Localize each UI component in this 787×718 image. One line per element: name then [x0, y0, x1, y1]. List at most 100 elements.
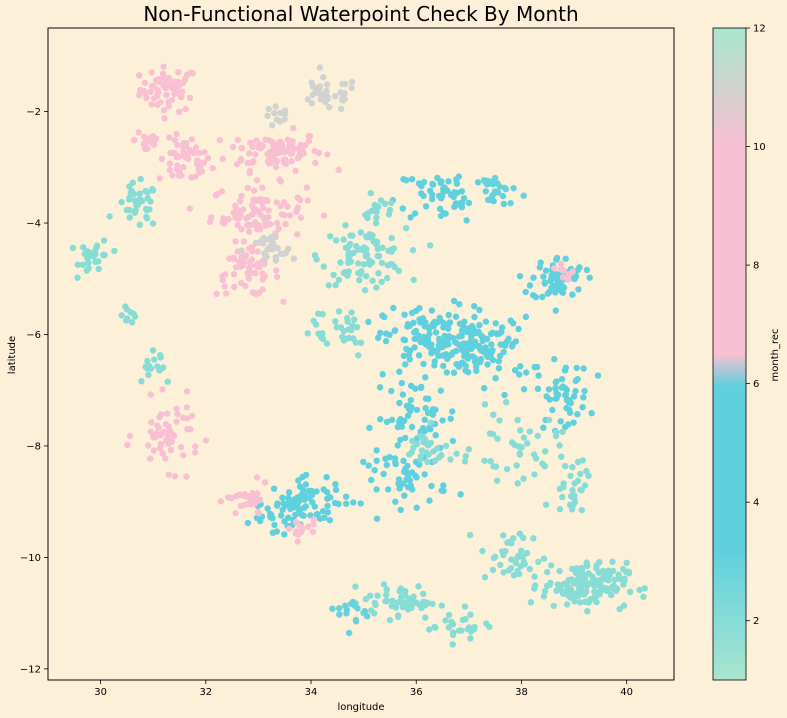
data-point [323, 81, 331, 88]
y-axis-label: latitude [7, 336, 18, 374]
data-point [183, 473, 190, 480]
data-point [494, 435, 501, 442]
data-point [510, 185, 517, 192]
data-point [434, 346, 441, 353]
data-point [309, 499, 316, 506]
data-point [309, 91, 316, 99]
data-point [596, 577, 603, 584]
data-point [177, 444, 185, 451]
data-point [93, 244, 100, 252]
data-point [235, 214, 243, 222]
data-point [148, 69, 155, 76]
data-point [464, 625, 472, 633]
data-point [377, 416, 384, 423]
data-point [507, 200, 514, 207]
data-point [149, 220, 157, 227]
data-point [136, 195, 143, 203]
data-point [458, 627, 465, 634]
data-point [269, 239, 277, 247]
data-point [244, 519, 252, 527]
data-point [521, 561, 528, 568]
data-point [262, 222, 269, 229]
data-point [429, 600, 436, 608]
data-point [534, 432, 541, 440]
data-point [252, 290, 260, 297]
data-point [373, 447, 380, 454]
data-point [265, 160, 273, 167]
data-point [244, 222, 251, 229]
data-point [277, 512, 285, 519]
data-point [143, 94, 150, 102]
data-point [260, 214, 268, 221]
data-point [514, 480, 521, 487]
data-point [495, 365, 503, 372]
data-point [340, 327, 347, 335]
data-point [147, 88, 154, 96]
data-point [479, 547, 486, 555]
data-point [580, 365, 587, 372]
data-point [575, 586, 582, 594]
data-point [464, 355, 472, 362]
data-point [379, 312, 386, 319]
data-point [462, 452, 469, 460]
data-point [520, 192, 527, 199]
data-point [230, 209, 237, 217]
data-point [160, 106, 168, 114]
data-point [369, 232, 376, 239]
data-point [583, 266, 591, 274]
data-point [534, 385, 542, 392]
data-point [168, 96, 176, 104]
data-point [234, 136, 241, 144]
data-point [297, 214, 305, 221]
data-point [264, 112, 271, 120]
data-point [346, 240, 354, 248]
data-point [332, 318, 339, 325]
data-point [363, 245, 370, 253]
data-point [220, 215, 227, 222]
data-point [416, 305, 423, 312]
data-point [320, 212, 328, 219]
data-point [365, 462, 372, 469]
colorbar-ticks: 2 4 6 8 10 12 [746, 24, 766, 627]
data-point [331, 93, 339, 100]
data-point [553, 271, 561, 278]
data-point [491, 174, 499, 182]
data-point [324, 502, 331, 510]
data-point [157, 352, 164, 359]
data-point [435, 454, 443, 461]
data-point [232, 509, 239, 517]
y-tick-label: −2 [26, 107, 41, 118]
data-point [171, 137, 179, 144]
data-point [310, 489, 317, 496]
data-point [252, 151, 259, 158]
data-point [219, 276, 227, 284]
data-point [259, 184, 266, 191]
data-point [386, 616, 394, 624]
data-point [238, 247, 245, 254]
data-point [382, 330, 390, 337]
data-point [540, 273, 547, 280]
data-point [410, 444, 417, 451]
data-point [74, 274, 81, 281]
data-point [578, 487, 585, 494]
data-point [553, 389, 560, 397]
data-point [311, 252, 319, 259]
data-point [400, 457, 407, 464]
data-point [252, 206, 260, 213]
data-point [385, 486, 392, 493]
data-point [543, 393, 550, 400]
data-point [445, 311, 452, 319]
data-point [477, 355, 485, 363]
plot-frame [47, 27, 675, 681]
data-point [369, 277, 376, 284]
data-point [593, 562, 600, 569]
data-point [610, 582, 617, 589]
data-point [168, 438, 175, 445]
data-point [581, 598, 589, 605]
data-point [245, 275, 252, 282]
data-point [497, 561, 504, 569]
data-point [388, 234, 395, 242]
data-point [330, 271, 337, 279]
data-point [284, 136, 292, 143]
data-point [531, 585, 538, 592]
